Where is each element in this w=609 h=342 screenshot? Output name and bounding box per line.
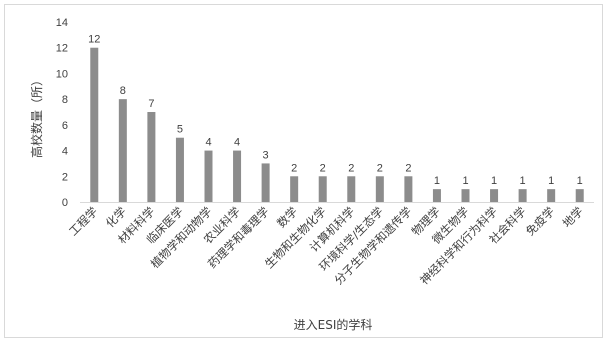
- bar-value-label: 8: [120, 85, 126, 97]
- bar-value-label: 1: [491, 175, 497, 187]
- category-label: 工程学: [66, 204, 100, 238]
- bar-value-label: 12: [88, 34, 100, 46]
- category-label: 免疫学: [523, 204, 557, 238]
- bars: [90, 47, 584, 202]
- bar: [404, 176, 413, 202]
- bar: [432, 189, 441, 202]
- bar: [490, 189, 499, 202]
- data-labels: 12 8 7 5 4 4 3 2 2 2 2 2 1 1 1 1 1 1: [88, 34, 583, 187]
- y-axis-title: 高校数量（所）: [29, 74, 44, 158]
- bar: [233, 150, 242, 202]
- bar: [118, 99, 127, 202]
- y-tick-label: 2: [62, 171, 68, 183]
- bar: [575, 189, 584, 202]
- y-tick-label: 10: [56, 68, 68, 80]
- bar: [461, 189, 470, 202]
- bar: [175, 137, 184, 202]
- bar: [318, 176, 327, 202]
- y-tick-label: 0: [62, 197, 68, 209]
- chart-frame: [4, 4, 603, 338]
- bar-value-label: 2: [291, 162, 297, 174]
- bar: [147, 112, 156, 202]
- y-tick-label: 6: [62, 120, 68, 132]
- bar-value-label: 1: [520, 175, 526, 187]
- bar: [375, 176, 384, 202]
- bar-value-label: 7: [148, 98, 154, 110]
- y-tick-label: 4: [62, 146, 68, 158]
- bar: [547, 189, 556, 202]
- bar-value-label: 3: [263, 149, 269, 161]
- bar: [518, 189, 527, 202]
- bar-value-label: 2: [348, 162, 354, 174]
- bar: [347, 176, 356, 202]
- bar-value-label: 2: [377, 162, 383, 174]
- bar-value-label: 5: [177, 124, 183, 136]
- bar-value-label: 1: [577, 175, 583, 187]
- bar: [261, 163, 270, 202]
- y-tick-label: 14: [56, 17, 68, 29]
- bar: [290, 176, 299, 202]
- y-tick-label: 12: [56, 43, 68, 55]
- bar-value-label: 4: [234, 137, 240, 149]
- bar-value-label: 2: [405, 162, 411, 174]
- bar-value-label: 1: [462, 175, 468, 187]
- bar-value-label: 1: [434, 175, 440, 187]
- bar-value-label: 2: [320, 162, 326, 174]
- y-tick-label: 8: [62, 94, 68, 106]
- category-label: 地学: [560, 204, 586, 230]
- y-axis-ticks: 0 2 4 6 8 10 12 14: [56, 17, 68, 209]
- bar: [90, 47, 99, 202]
- bar: [204, 150, 213, 202]
- bar-value-label: 4: [205, 137, 211, 149]
- x-axis-title: 进入ESI的学科: [294, 317, 373, 332]
- bar-value-label: 1: [548, 175, 554, 187]
